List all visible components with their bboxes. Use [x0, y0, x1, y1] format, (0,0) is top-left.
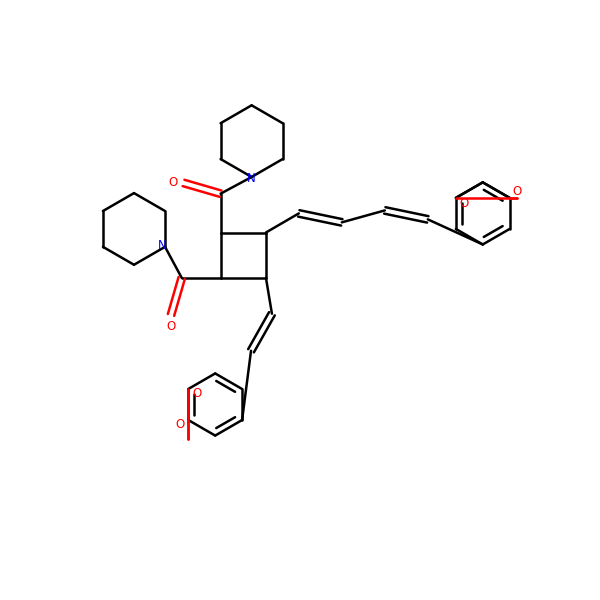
Text: O: O	[459, 197, 468, 211]
Text: N: N	[158, 239, 166, 252]
Text: O: O	[192, 387, 201, 400]
Text: O: O	[166, 320, 176, 334]
Text: N: N	[247, 172, 256, 185]
Text: O: O	[175, 418, 185, 431]
Text: O: O	[168, 176, 178, 190]
Text: O: O	[513, 185, 522, 199]
